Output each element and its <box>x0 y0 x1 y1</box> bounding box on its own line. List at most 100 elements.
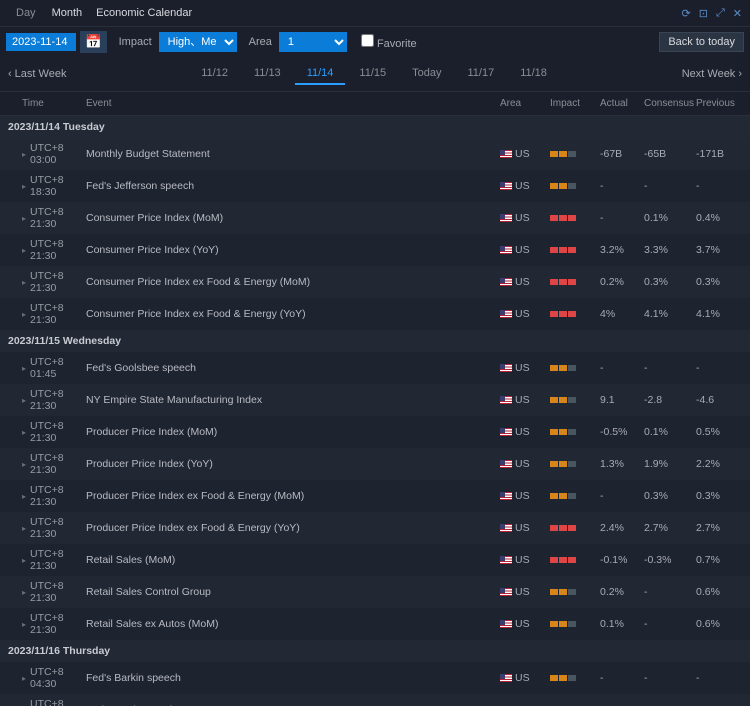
cell-area: US <box>500 618 550 630</box>
expand-icon[interactable]: ▸ <box>22 310 26 319</box>
area-dropdown[interactable]: 1 <box>279 32 347 52</box>
expand-icon[interactable]: ▸ <box>22 396 26 405</box>
expand-icon[interactable]: ▸ <box>22 492 26 501</box>
last-week-button[interactable]: ‹Last Week <box>8 68 66 80</box>
impact-indicator <box>550 151 600 157</box>
impact-dropdown[interactable]: High、Medi... <box>159 32 237 52</box>
date-tab-11-12[interactable]: 11/12 <box>189 63 240 85</box>
table-row[interactable]: ▸UTC+8 21:30Producer Price Index (MoM)US… <box>0 416 750 448</box>
cell-previous: 2.7% <box>696 522 742 534</box>
refresh-icon[interactable]: ⟳ <box>682 7 691 20</box>
expand-icon[interactable]: ▸ <box>22 524 26 533</box>
table-row[interactable]: ▸UTC+8 21:30NY Empire State Manufacturin… <box>0 384 750 416</box>
impact-indicator <box>550 183 600 189</box>
expand-icon[interactable]: ▸ <box>22 556 26 565</box>
cell-actual: 2.4% <box>600 522 644 534</box>
cell-consensus: - <box>644 672 696 684</box>
table-row[interactable]: ▸UTC+8 19:00Fed's Cook speechUS--- <box>0 694 750 706</box>
impact-indicator <box>550 621 600 627</box>
expand-icon[interactable]: ▸ <box>22 428 26 437</box>
cell-actual: 0.2% <box>600 276 644 288</box>
date-tab-11-15[interactable]: 11/15 <box>347 63 398 85</box>
favorite-checkbox[interactable]: Favorite <box>361 34 417 50</box>
expand-icon[interactable]: ▸ <box>22 460 26 469</box>
date-tab-11-14[interactable]: 11/14 <box>295 63 346 85</box>
group-header[interactable]: 2023/11/16 Thursday <box>0 640 750 662</box>
expand-icon[interactable]: ▸ <box>22 588 26 597</box>
date-input[interactable] <box>6 33 76 51</box>
expand-icon[interactable]: ▸ <box>22 182 26 191</box>
table-row[interactable]: ▸UTC+8 21:30Producer Price Index ex Food… <box>0 512 750 544</box>
close-icon[interactable]: ✕ <box>733 7 742 20</box>
cell-area: US <box>500 244 550 256</box>
cell-actual: - <box>600 672 644 684</box>
cell-event: Producer Price Index (YoY) <box>78 458 500 470</box>
table-row[interactable]: ▸UTC+8 21:30Retail Sales ex Autos (MoM)U… <box>0 608 750 640</box>
table-row[interactable]: ▸UTC+8 21:30Retail Sales Control GroupUS… <box>0 576 750 608</box>
layout-icon[interactable]: ⊡ <box>699 7 708 20</box>
impact-indicator <box>550 589 600 595</box>
expand-icon[interactable]: ▸ <box>22 278 26 287</box>
group-header[interactable]: 2023/11/14 Tuesday <box>0 116 750 138</box>
cell-previous: 0.7% <box>696 554 742 566</box>
expand-icon[interactable]: ▸ <box>22 620 26 629</box>
date-tab-11-17[interactable]: 11/17 <box>455 63 506 85</box>
date-tab-Today[interactable]: Today <box>400 63 453 85</box>
cell-event: Fed's Goolsbee speech <box>78 362 500 374</box>
cell-event: Consumer Price Index ex Food & Energy (Y… <box>78 308 500 320</box>
table-header: Time Event Area Impact Actual Consensus … <box>0 92 750 116</box>
table-row[interactable]: ▸UTC+8 21:30Producer Price Index ex Food… <box>0 480 750 512</box>
impact-indicator <box>550 557 600 563</box>
table-row[interactable]: ▸UTC+8 21:30Consumer Price Index ex Food… <box>0 298 750 330</box>
cell-consensus: -65B <box>644 148 696 160</box>
expand-icon[interactable]: ▸ <box>22 674 26 683</box>
cell-area: US <box>500 458 550 470</box>
cell-previous: 0.6% <box>696 618 742 630</box>
cell-actual: -0.1% <box>600 554 644 566</box>
cell-area: US <box>500 276 550 288</box>
flag-us-icon <box>500 428 512 436</box>
table-row[interactable]: ▸UTC+8 04:30Fed's Barkin speechUS--- <box>0 662 750 694</box>
table-body[interactable]: 2023/11/14 Tuesday▸UTC+8 03:00Monthly Bu… <box>0 116 750 706</box>
cell-area: US <box>500 148 550 160</box>
cell-time: UTC+8 21:30 <box>30 484 78 508</box>
tab-day[interactable]: Day <box>8 4 44 22</box>
cell-previous: -171B <box>696 148 742 160</box>
cell-actual: 4% <box>600 308 644 320</box>
next-week-button[interactable]: Next Week› <box>682 68 742 80</box>
impact-label: Impact <box>119 36 152 48</box>
flag-us-icon <box>500 278 512 286</box>
cell-actual: -67B <box>600 148 644 160</box>
expand-icon[interactable]: ▸ <box>22 364 26 373</box>
cell-actual: 1.3% <box>600 458 644 470</box>
cell-event: Consumer Price Index (MoM) <box>78 212 500 224</box>
flag-us-icon <box>500 460 512 468</box>
date-tab-11-13[interactable]: 11/13 <box>242 63 293 85</box>
flag-us-icon <box>500 364 512 372</box>
table-row[interactable]: ▸UTC+8 21:30Consumer Price Index (MoM)US… <box>0 202 750 234</box>
impact-indicator <box>550 311 600 317</box>
cell-time: UTC+8 21:30 <box>30 206 78 230</box>
cell-area: US <box>500 426 550 438</box>
expand-icon[interactable]: ▸ <box>22 150 26 159</box>
table-row[interactable]: ▸UTC+8 21:30Consumer Price Index (YoY)US… <box>0 234 750 266</box>
cell-event: Retail Sales ex Autos (MoM) <box>78 618 500 630</box>
table-row[interactable]: ▸UTC+8 01:45Fed's Goolsbee speechUS--- <box>0 352 750 384</box>
table-row[interactable]: ▸UTC+8 03:00Monthly Budget StatementUS-6… <box>0 138 750 170</box>
expand-icon[interactable]: ⤢ <box>716 7 725 20</box>
table-row[interactable]: ▸UTC+8 18:30Fed's Jefferson speechUS--- <box>0 170 750 202</box>
date-tab-11-18[interactable]: 11/18 <box>508 63 559 85</box>
cell-time: UTC+8 21:30 <box>30 580 78 604</box>
table-row[interactable]: ▸UTC+8 21:30Producer Price Index (YoY)US… <box>0 448 750 480</box>
expand-icon[interactable]: ▸ <box>22 246 26 255</box>
expand-icon[interactable]: ▸ <box>22 214 26 223</box>
table-row[interactable]: ▸UTC+8 21:30Consumer Price Index ex Food… <box>0 266 750 298</box>
calendar-button[interactable]: 📅 <box>80 31 107 53</box>
back-today-button[interactable]: Back to today <box>659 32 744 52</box>
cell-event: Producer Price Index ex Food & Energy (Y… <box>78 522 500 534</box>
flag-us-icon <box>500 182 512 190</box>
table-row[interactable]: ▸UTC+8 21:30Retail Sales (MoM)US-0.1%-0.… <box>0 544 750 576</box>
tab-month[interactable]: Month <box>44 4 91 22</box>
group-header[interactable]: 2023/11/15 Wednesday <box>0 330 750 352</box>
cell-actual: 0.1% <box>600 618 644 630</box>
